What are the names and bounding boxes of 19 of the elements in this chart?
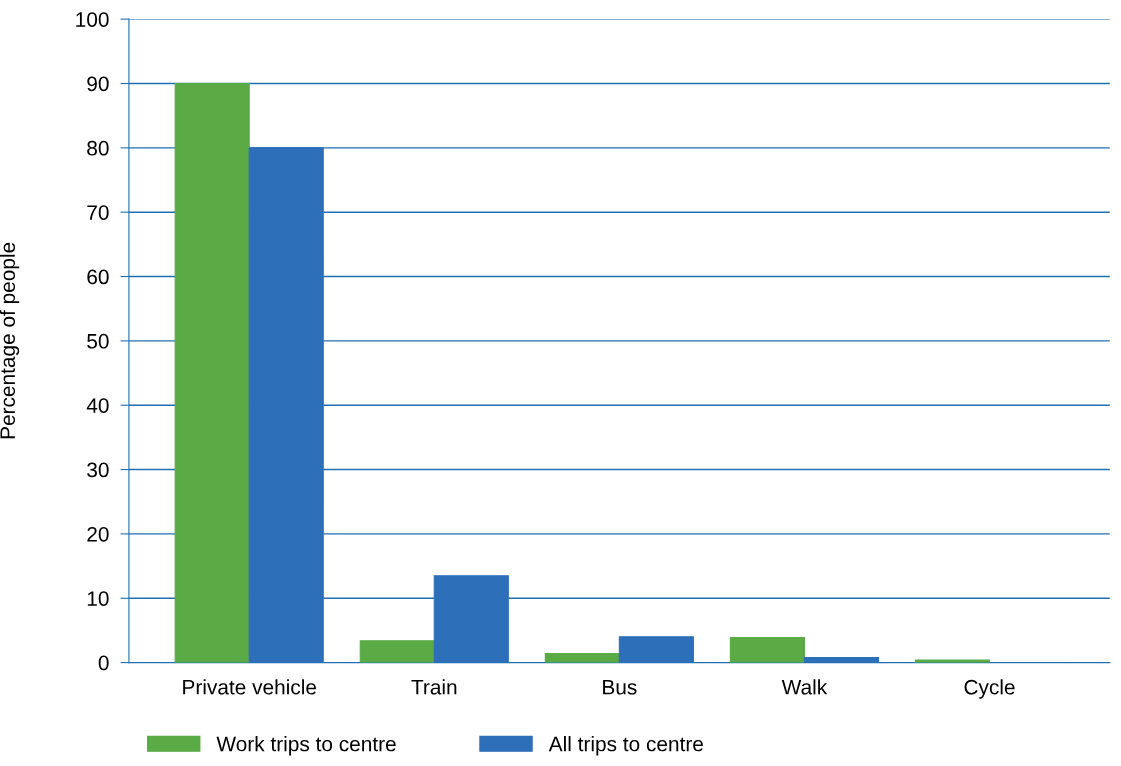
y-tick-label: 20	[87, 526, 109, 542]
y-tick-label: 30	[87, 462, 109, 478]
legend-label: All trips to centre	[548, 736, 703, 756]
legend-label: Work trips to centre	[216, 736, 396, 756]
y-tick-label: 0	[98, 655, 109, 671]
y-tick-label: 80	[87, 140, 109, 156]
y-tick-label: 90	[87, 76, 109, 92]
x-tick-label: Cycle	[964, 679, 1015, 699]
x-tick-label: Walk	[781, 679, 828, 695]
y-tick-label: 70	[87, 205, 109, 220]
y-axis-title: Percentage of people	[0, 242, 20, 439]
y-tick-label: 10	[87, 591, 109, 606]
x-tick-label: Private vehicle	[183, 679, 317, 695]
y-tick-label: 100	[76, 12, 109, 27]
y-tick-label: 60	[87, 269, 109, 285]
y-tick-label: 40	[86, 398, 109, 413]
x-tick-label: Train	[411, 679, 457, 695]
x-tick-label: Bus	[603, 680, 637, 695]
y-tick-label: 50	[87, 333, 109, 349]
